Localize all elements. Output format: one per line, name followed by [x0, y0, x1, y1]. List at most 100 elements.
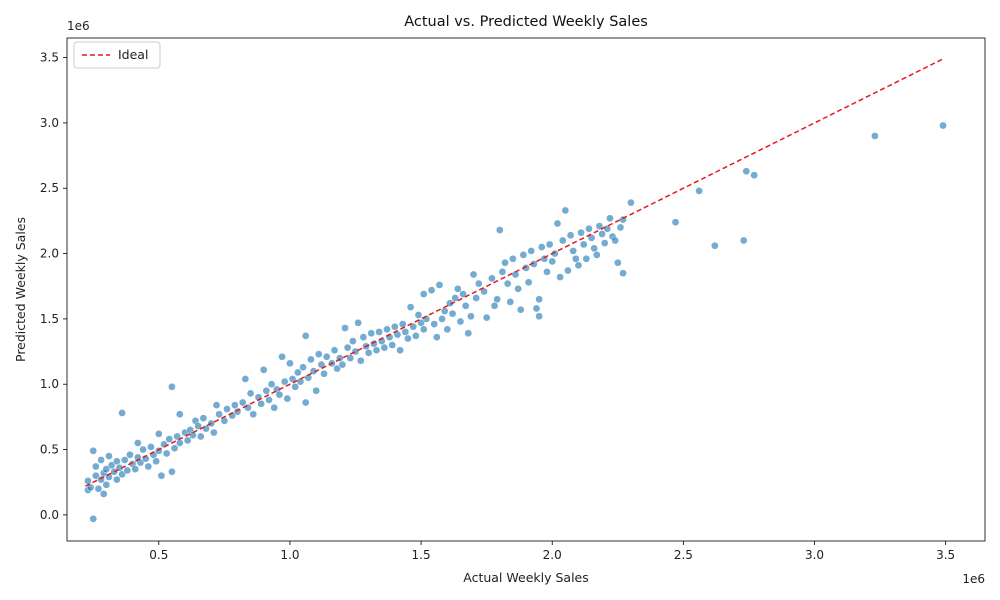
data-point-185 — [553, 219, 562, 228]
data-point-3 — [89, 447, 98, 455]
data-point-108 — [349, 337, 357, 345]
data-point-77 — [267, 380, 276, 389]
scatter-points — [84, 121, 947, 523]
data-point-27 — [131, 465, 140, 473]
data-point-191 — [569, 247, 578, 255]
data-point-213 — [671, 218, 680, 227]
data-point-177 — [535, 312, 543, 321]
data-point-219 — [870, 132, 879, 140]
data-point-133 — [414, 311, 423, 319]
data-point-104 — [338, 360, 347, 369]
data-point-95 — [312, 386, 321, 395]
data-point-93 — [307, 355, 315, 364]
data-point-22 — [118, 409, 126, 417]
data-point-195 — [579, 240, 588, 249]
data-point-82 — [280, 377, 289, 386]
data-point-173 — [524, 278, 533, 287]
data-point-63 — [223, 405, 231, 413]
data-point-170 — [516, 305, 525, 314]
data-point-87 — [293, 368, 302, 377]
data-point-115 — [367, 329, 376, 338]
data-point-48 — [175, 410, 184, 419]
data-point-97 — [317, 360, 326, 369]
data-point-167 — [509, 254, 517, 263]
data-point-161 — [493, 295, 501, 304]
data-point-124 — [391, 322, 399, 331]
data-point-41 — [162, 449, 171, 458]
data-point-192 — [571, 254, 580, 263]
data-point-73 — [257, 399, 265, 408]
data-point-217 — [742, 167, 751, 176]
data-point-18 — [112, 457, 121, 466]
data-point-107 — [346, 354, 355, 362]
data-point-10 — [99, 490, 108, 498]
data-point-2 — [86, 483, 95, 492]
data-point-21 — [118, 470, 126, 479]
data-point-218 — [750, 171, 759, 180]
y-tick-label: 1.0 — [40, 377, 59, 391]
data-point-148 — [453, 284, 462, 293]
x-axis-ticks: 0.5 1.0 1.5 2.0 2.5 3.0 3.5 — [149, 541, 955, 562]
data-point-75 — [262, 386, 271, 395]
data-point-96 — [314, 350, 323, 359]
data-point-212 — [627, 198, 635, 207]
data-point-151 — [461, 301, 470, 310]
x-tick-label: 0.5 — [149, 548, 168, 562]
data-point-146 — [448, 309, 457, 318]
x-tick-label: 1.5 — [412, 548, 431, 562]
data-point-198 — [587, 234, 596, 242]
legend: Ideal — [73, 41, 161, 69]
plot-frame — [66, 37, 986, 542]
data-point-37 — [154, 430, 163, 438]
data-point-131 — [409, 322, 418, 331]
data-point-98 — [320, 369, 328, 378]
data-point-69 — [244, 403, 252, 412]
data-point-106 — [343, 343, 352, 352]
data-point-55 — [196, 432, 205, 441]
y-axis-ticks: 0.0 0.5 1.0 1.5 2.0 2.5 3.0 3.5 — [40, 51, 67, 522]
data-point-201 — [595, 222, 604, 230]
data-point-214 — [695, 187, 703, 195]
data-point-136 — [419, 290, 428, 298]
data-point-65 — [231, 401, 239, 409]
data-point-205 — [606, 214, 614, 223]
data-point-36 — [152, 457, 161, 466]
data-point-121 — [383, 325, 391, 334]
data-point-83 — [283, 394, 292, 403]
data-point-23 — [120, 456, 129, 464]
x-tick-label: 1.0 — [280, 548, 299, 562]
data-point-76 — [265, 396, 273, 404]
data-point-163 — [498, 268, 507, 276]
data-point-47 — [175, 439, 184, 447]
data-point-135 — [419, 325, 428, 334]
data-point-160 — [490, 301, 499, 310]
data-point-130 — [406, 303, 415, 311]
data-point-13 — [102, 465, 111, 473]
data-point-44 — [168, 382, 176, 391]
x-tick-label: 3.0 — [805, 548, 824, 562]
data-point-156 — [474, 279, 483, 288]
data-point-25 — [126, 450, 134, 459]
data-point-140 — [432, 333, 441, 342]
data-point-109 — [351, 347, 360, 356]
data-point-190 — [566, 231, 575, 240]
data-point-194 — [577, 228, 585, 237]
x-offset-label: 1e6 — [962, 572, 985, 586]
data-point-132 — [411, 332, 420, 340]
data-point-126 — [396, 346, 404, 355]
data-point-129 — [404, 334, 412, 343]
data-point-117 — [372, 346, 381, 355]
data-point-43 — [168, 467, 176, 476]
data-point-110 — [354, 318, 362, 327]
data-point-181 — [543, 268, 551, 276]
data-point-166 — [506, 298, 515, 306]
data-point-199 — [590, 244, 599, 253]
data-point-188 — [561, 206, 570, 215]
data-point-150 — [459, 290, 467, 298]
data-point-158 — [482, 313, 491, 322]
x-axis-label: Actual Weekly Sales — [463, 570, 589, 585]
data-point-24 — [123, 466, 132, 475]
data-point-34 — [147, 443, 155, 451]
data-point-200 — [592, 251, 601, 259]
data-point-138 — [427, 286, 436, 295]
